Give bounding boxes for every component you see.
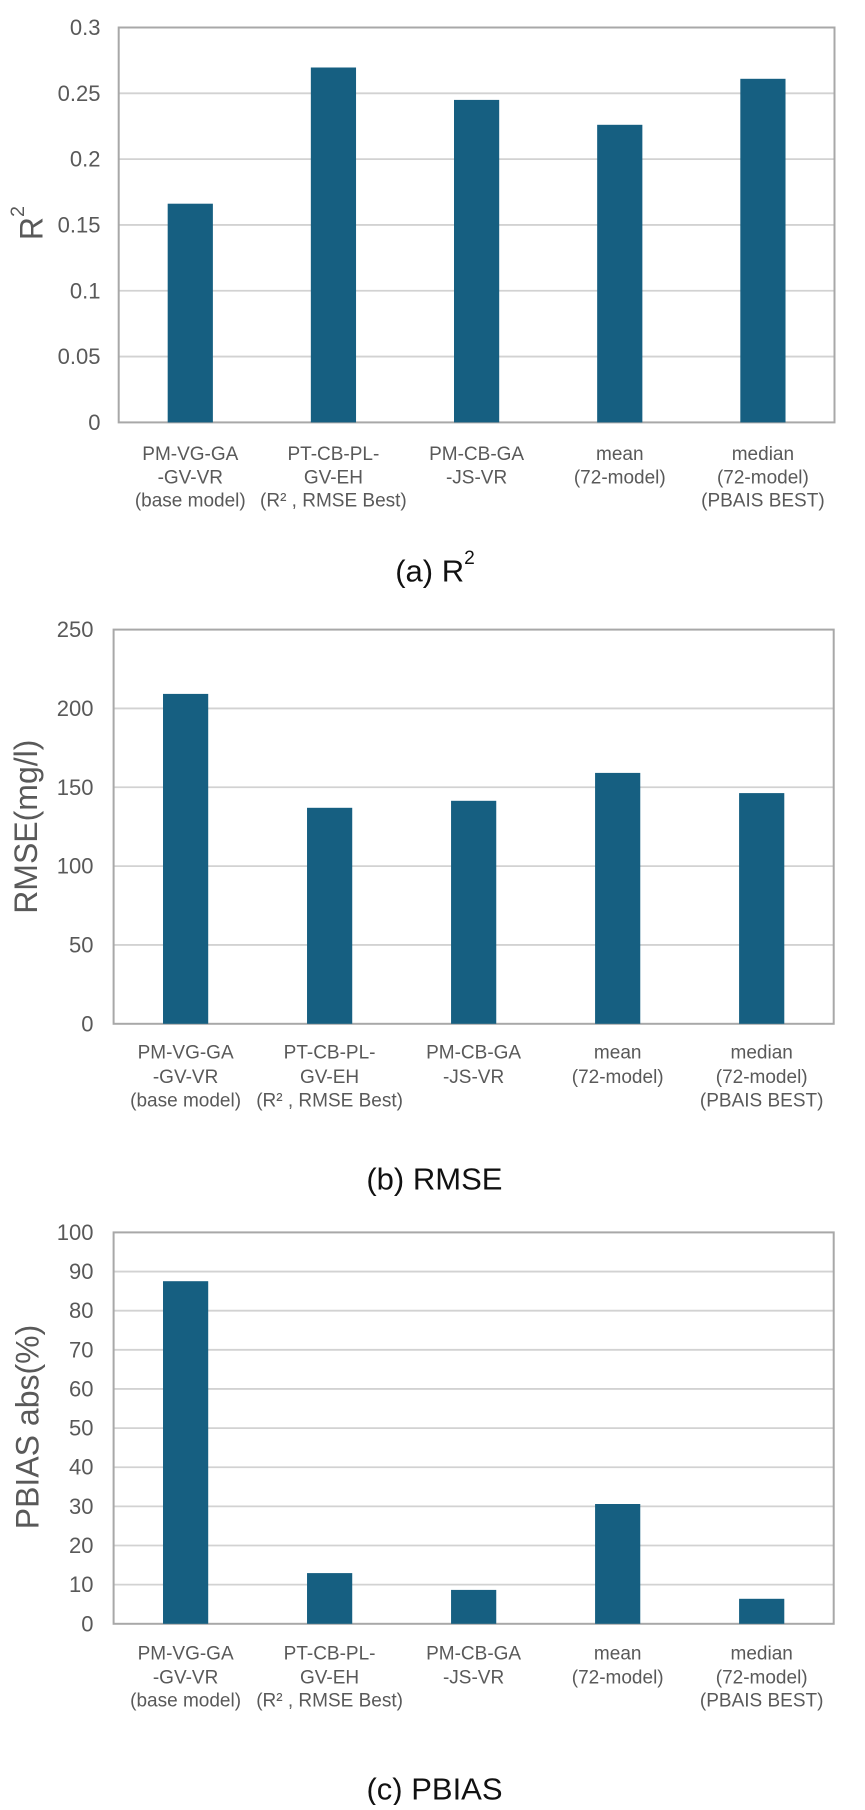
svg-text:60: 60 [69,1376,93,1401]
svg-text:PM-CB-GA: PM-CB-GA [426,1043,521,1064]
svg-text:(PBAIS BEST): (PBAIS BEST) [701,491,825,512]
svg-text:150: 150 [57,775,94,800]
svg-text:20: 20 [69,1533,93,1558]
svg-text:(R² , RMSE Best): (R² , RMSE Best) [260,491,407,512]
svg-text:(R² , RMSE Best): (R² , RMSE Best) [256,1091,403,1112]
svg-text:PM-VG-GA: PM-VG-GA [138,1644,234,1665]
svg-text:0.25: 0.25 [58,81,101,106]
svg-text:0.05: 0.05 [58,344,101,369]
svg-text:PT-CB-PL-: PT-CB-PL- [284,1043,376,1064]
svg-text:PM-CB-GA: PM-CB-GA [426,1644,521,1665]
svg-text:GV-EH: GV-EH [300,1067,359,1088]
svg-text:250: 250 [57,617,94,642]
svg-text:-JS-VR: -JS-VR [443,1067,504,1088]
svg-text:90: 90 [69,1259,93,1284]
svg-text:100: 100 [57,1220,94,1245]
svg-text:(72-model): (72-model) [572,1067,664,1088]
svg-text:mean: mean [594,1043,642,1064]
svg-text:-GV-VR: -GV-VR [153,1668,218,1689]
svg-text:PM-VG-GA: PM-VG-GA [138,1043,234,1064]
svg-text:PT-CB-PL-: PT-CB-PL- [287,444,379,465]
svg-text:(72-model): (72-model) [716,1067,808,1088]
svg-text:0: 0 [88,410,100,435]
svg-text:50: 50 [69,932,93,957]
svg-text:PBIAS abs(%): PBIAS abs(%) [10,1325,46,1530]
svg-text:median: median [732,444,794,465]
svg-text:0.15: 0.15 [58,212,101,237]
svg-text:0: 0 [81,1011,93,1036]
svg-text:median: median [731,1644,793,1665]
svg-text:(a) R2: (a) R2 [395,548,475,589]
svg-text:50: 50 [69,1416,93,1441]
svg-text:(base model): (base model) [135,491,246,512]
svg-text:(PBAIS BEST): (PBAIS BEST) [700,1691,824,1712]
svg-text:40: 40 [69,1455,93,1480]
svg-text:70: 70 [69,1337,93,1362]
svg-text:10: 10 [69,1572,93,1597]
svg-text:(R² , RMSE Best): (R² , RMSE Best) [256,1691,403,1712]
svg-text:(base model): (base model) [130,1091,241,1112]
svg-text:-GV-VR: -GV-VR [158,468,223,489]
svg-text:-JS-VR: -JS-VR [446,468,507,489]
svg-text:mean: mean [596,444,644,465]
svg-text:100: 100 [57,854,94,879]
svg-text:200: 200 [57,696,94,721]
svg-text:RMSE(mg/l): RMSE(mg/l) [8,740,44,914]
svg-text:PM-CB-GA: PM-CB-GA [429,444,524,465]
svg-text:(c) PBIAS: (c) PBIAS [366,1772,502,1806]
svg-text:80: 80 [69,1298,93,1323]
svg-text:(PBAIS BEST): (PBAIS BEST) [700,1091,824,1112]
svg-text:0.3: 0.3 [70,15,101,40]
svg-text:0: 0 [81,1611,93,1636]
svg-text:(72-model): (72-model) [717,468,809,489]
svg-text:(72-model): (72-model) [716,1668,808,1689]
svg-text:(base model): (base model) [130,1691,241,1712]
svg-text:-JS-VR: -JS-VR [443,1668,504,1689]
svg-text:0.1: 0.1 [70,278,101,303]
svg-text:(72-model): (72-model) [572,1668,664,1689]
svg-text:30: 30 [69,1494,93,1519]
svg-text:median: median [731,1043,793,1064]
svg-text:GV-EH: GV-EH [304,468,363,489]
svg-text:mean: mean [594,1644,642,1665]
svg-text:(b) RMSE: (b) RMSE [366,1162,502,1197]
svg-text:0.2: 0.2 [70,147,101,172]
svg-text:PM-VG-GA: PM-VG-GA [142,444,238,465]
svg-text:-GV-VR: -GV-VR [153,1067,218,1088]
svg-text:PT-CB-PL-: PT-CB-PL- [284,1644,376,1665]
svg-text:(72-model): (72-model) [574,468,666,489]
svg-text:GV-EH: GV-EH [300,1668,359,1689]
